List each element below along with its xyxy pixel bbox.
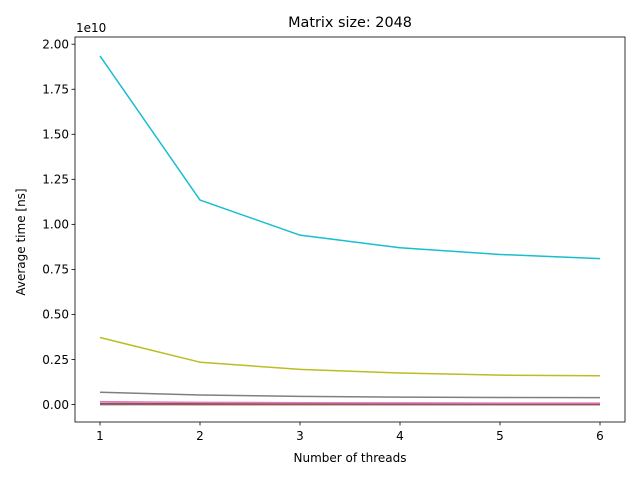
y-tick-label: 0.50 — [42, 308, 69, 322]
y-offset-label: 1e10 — [76, 21, 106, 35]
y-tick-label: 0.25 — [42, 353, 69, 367]
axes-frame — [74, 36, 626, 423]
x-tick-label: 5 — [496, 429, 504, 443]
series-line — [99, 336, 601, 377]
y-tick-label: 0.00 — [42, 398, 69, 412]
y-tick-label: 2.00 — [42, 38, 69, 52]
y-tick-label: 1.25 — [42, 173, 69, 187]
y-tick-label: 1.75 — [42, 83, 69, 97]
plot-area: 1 2 3 4 5 6 0.00 0.25 0.50 0.75 1.00 1.25 1.50 1.75 2.… — [42, 36, 626, 443]
series-line — [99, 400, 600, 404]
y-tick-label: 1.50 — [42, 128, 69, 142]
x-tick-label: 6 — [596, 429, 604, 443]
series-line — [99, 402, 600, 405]
x-tick-label: 4 — [396, 429, 404, 443]
chart-title: Matrix size: 2048 — [288, 15, 412, 31]
x-tick-label: 1 — [96, 429, 104, 443]
x-tick-label: 2 — [196, 429, 204, 443]
series-line — [99, 55, 601, 260]
y-tick-label: 0.75 — [42, 263, 69, 277]
x-axis-label: Number of threads — [294, 451, 407, 465]
y-tick-label: 1.00 — [42, 218, 69, 232]
series-line — [99, 391, 601, 399]
y-axis-label: Average time [ns] — [14, 188, 28, 295]
x-tick-label: 3 — [296, 429, 304, 443]
